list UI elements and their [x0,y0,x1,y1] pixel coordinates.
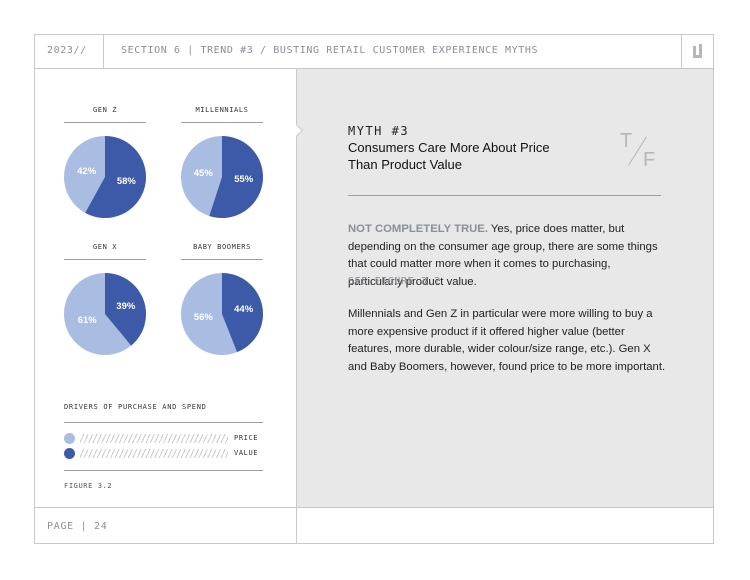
see-figure-link: SEE FIGURE 3.2 [348,276,441,287]
pie-slice-value [105,273,146,346]
pie-slice-value [85,136,146,218]
footer-divider [34,507,714,508]
legend-title: DRIVERS OF PURCHASE AND SPEND [64,403,207,411]
legend-leader [80,434,228,443]
myth-divider [348,195,661,196]
pie-value-label: 58% [116,176,136,188]
breadcrumb: SECTION 6 | TREND #3 / BUSTING RETAIL CU… [121,45,539,56]
pie-price-label: 56% [193,311,213,323]
header-separator-right [681,34,682,68]
page-number: PAGE | 24 [47,521,108,532]
myth-answer-paragraph: NOT COMPLETELY TRUE. Yes, price does mat… [348,221,668,291]
legend-rule-top [64,422,263,423]
myth-detail-paragraph: Millennials and Gen Z in particular were… [348,308,666,373]
pie-value-label: 55% [234,174,254,186]
verdict: NOT COMPLETELY TRUE. [348,223,488,235]
pie-value-label: 39% [116,301,136,313]
legend-leader [80,449,228,458]
pie-price-label: 45% [193,167,213,179]
pie-chart [181,273,263,355]
pie-chart [64,273,146,355]
true-false-t: T [620,130,633,152]
legend-item-value: VALUE [64,448,264,460]
true-false-f: F [643,149,656,171]
pie-title: GEN Z [92,106,118,114]
header-separator [103,34,104,68]
legend-rule-bottom [64,470,263,471]
pie-price-label: 42% [77,165,97,177]
legend-label-value: VALUE [234,449,259,457]
header-divider [34,68,714,69]
page-frame [34,34,714,544]
pie-chart [181,136,263,218]
myth-number: MYTH #3 [348,124,410,138]
year-label: 2023// [47,45,87,56]
myth-title: Consumers Care More About Price Than Pro… [348,140,550,172]
pie-chart [64,136,146,218]
pie-title-rule [181,122,263,123]
pie-title: MILLENNIALS [195,106,249,114]
answer-text: Yes, price does matter, but depending on… [348,223,658,288]
pie-title-rule [64,259,146,260]
column-divider [296,68,297,544]
pie-title-rule [64,122,146,123]
pie-title: BABY BOOMERS [193,243,251,251]
pie-slice-value [222,273,263,353]
figure-label: FIGURE 3.2 [64,482,113,490]
pie-title-rule [181,259,263,260]
price-swatch [64,433,75,444]
pie-slice-value [209,136,263,218]
pie-title: GEN X [92,243,118,251]
brand-logo-icon [693,44,702,58]
legend-item-price: PRICE [64,433,264,445]
value-swatch [64,448,75,459]
legend-label-price: PRICE [234,434,259,442]
pie-price-label: 61% [77,314,97,326]
pie-value-label: 44% [234,304,254,316]
